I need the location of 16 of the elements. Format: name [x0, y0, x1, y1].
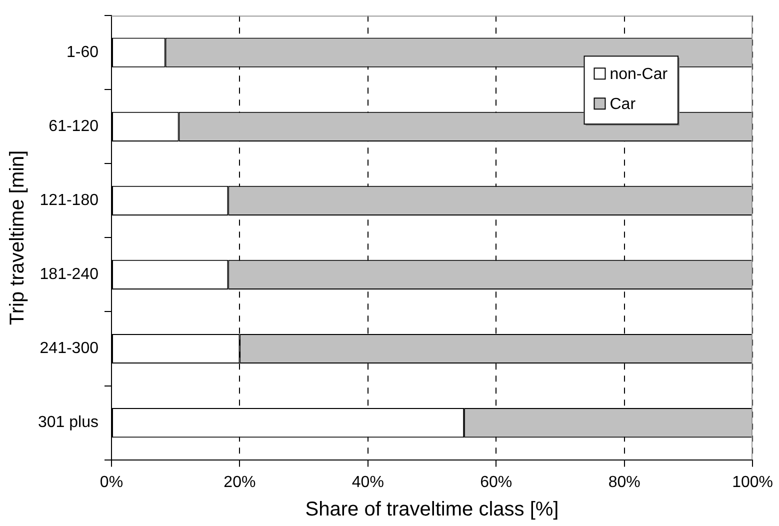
y-axis-title: Trip traveltime [min]: [6, 150, 29, 326]
x-tick-label: 60%: [480, 474, 512, 491]
x-axis-title: Share of traveltime class [%]: [305, 498, 559, 521]
x-tick-label: 80%: [608, 474, 640, 491]
legend-label: non-Car: [610, 66, 668, 84]
x-tick-label: 20%: [224, 474, 256, 491]
y-tick-label: 181-240: [40, 266, 99, 284]
x-tick-label: 40%: [352, 474, 384, 491]
y-tick-label: 241-300: [40, 340, 99, 358]
y-tick-label: 121-180: [40, 192, 99, 210]
y-tick-label: 301 plus: [38, 414, 98, 432]
x-tick-label: 100%: [732, 474, 773, 491]
y-tick-label: 1-60: [66, 44, 99, 62]
legend-label: Car: [610, 96, 636, 114]
x-tick-label: 0%: [100, 474, 124, 491]
y-tick-label: 61-120: [48, 118, 99, 136]
